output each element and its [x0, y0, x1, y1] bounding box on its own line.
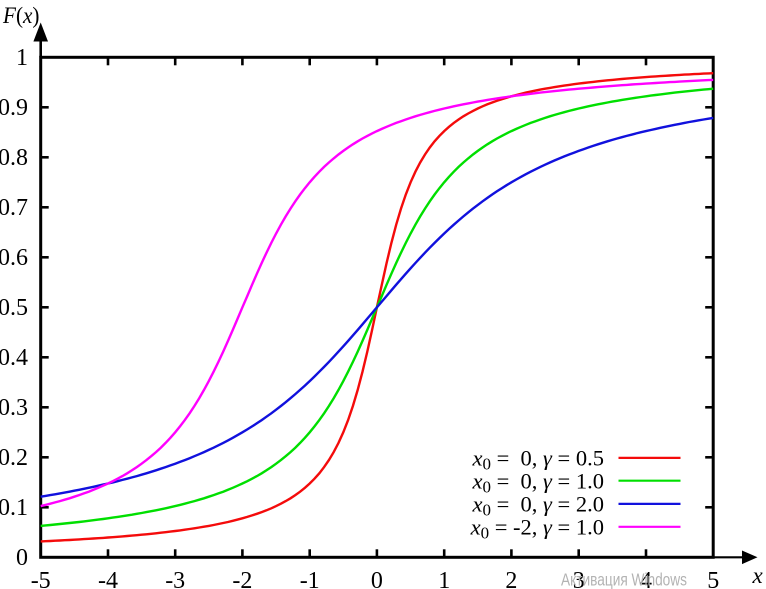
svg-text:3: 3: [573, 568, 585, 589]
svg-text:F(x): F(x): [2, 3, 39, 28]
svg-text:x0 = 0, γ = 2.0: x0 = 0, γ = 2.0: [471, 492, 604, 520]
svg-text:-3: -3: [165, 568, 185, 589]
svg-text:5: 5: [707, 568, 719, 589]
svg-text:-4: -4: [98, 568, 118, 589]
svg-text:-2: -2: [232, 568, 252, 589]
svg-text:-1: -1: [300, 568, 320, 589]
svg-text:1: 1: [438, 568, 450, 589]
svg-text:x0 = 0, γ = 1.0: x0 = 0, γ = 1.0: [471, 468, 604, 496]
svg-text:Активация Windows: Активация Windows: [561, 570, 687, 589]
svg-text:0.7: 0.7: [0, 195, 28, 221]
svg-text:2: 2: [505, 568, 517, 589]
svg-text:x0 = -2, γ = 1.0: x0 = -2, γ = 1.0: [470, 514, 604, 542]
svg-text:0.8: 0.8: [0, 145, 28, 171]
svg-text:0.2: 0.2: [0, 445, 28, 471]
svg-text:4: 4: [640, 568, 652, 589]
svg-text:0: 0: [16, 545, 28, 571]
svg-text:x0 = 0, γ = 0.5: x0 = 0, γ = 0.5: [471, 446, 604, 474]
svg-text:0.4: 0.4: [0, 345, 28, 371]
svg-text:x: x: [752, 563, 764, 588]
svg-text:-5: -5: [31, 568, 51, 589]
svg-text:0.1: 0.1: [0, 495, 28, 521]
svg-text:0: 0: [371, 568, 383, 589]
svg-text:0.9: 0.9: [0, 95, 28, 121]
svg-text:1: 1: [16, 45, 28, 71]
svg-text:0.5: 0.5: [0, 295, 28, 321]
svg-text:0.6: 0.6: [0, 245, 28, 271]
svg-text:0.3: 0.3: [0, 395, 28, 421]
